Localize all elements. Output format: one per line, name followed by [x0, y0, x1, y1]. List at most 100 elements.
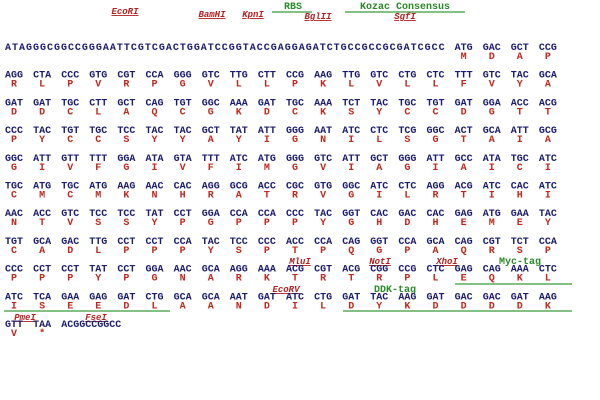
amino-acid: R	[236, 274, 242, 285]
amino-acid: A	[517, 52, 523, 63]
codon: ATC	[483, 182, 501, 193]
amino-acid: E	[95, 301, 101, 312]
codon: TCC	[117, 126, 135, 137]
site-label: BamHI	[198, 10, 226, 20]
amino-acid: R	[208, 191, 214, 202]
codon: TGT	[5, 237, 23, 248]
amino-acid: Y	[320, 218, 326, 229]
amino-acid: T	[348, 274, 354, 285]
codon: CCT	[174, 209, 192, 220]
amino-acid: F	[208, 163, 214, 174]
feature-label: Myc-tag	[499, 257, 541, 268]
amino-acid: A	[208, 274, 214, 285]
amino-acid: Q	[461, 246, 467, 257]
codon: CAG	[483, 265, 501, 276]
codon: ATG	[455, 43, 473, 54]
amino-acid: T	[292, 274, 298, 285]
amino-acid: N	[236, 301, 242, 312]
amino-acid: K	[123, 191, 129, 202]
amino-acid: P	[404, 274, 410, 285]
amino-acid: P	[236, 218, 242, 229]
amino-acid: K	[545, 301, 551, 312]
site-label: MluI	[288, 257, 311, 267]
codon: CCT	[117, 265, 135, 276]
amino-acid: P	[292, 218, 298, 229]
codon: CCT	[61, 265, 79, 276]
amino-acid: C	[432, 107, 438, 118]
amino-acid: L	[39, 80, 45, 91]
amino-acid: T	[461, 135, 467, 146]
codon: TAT	[146, 209, 164, 220]
codon: ATT	[258, 126, 276, 137]
amino-acid: E	[517, 218, 523, 229]
amino-acid: C	[11, 191, 17, 202]
amino-acid: S	[517, 246, 523, 257]
codon: GCA	[174, 292, 192, 303]
codon: GTG	[314, 182, 332, 193]
amino-acid: I	[545, 163, 551, 174]
amino-acid: N	[11, 218, 17, 229]
codon: GGA	[483, 98, 501, 109]
amino-acid: Y	[376, 301, 382, 312]
amino-acid: G	[123, 163, 129, 174]
codon: CCA	[314, 237, 332, 248]
amino-acid: T	[264, 191, 270, 202]
amino-acid: M	[489, 218, 495, 229]
amino-acid: P	[11, 135, 17, 146]
codon: CCC	[61, 71, 79, 82]
amino-acid: A	[208, 135, 214, 146]
codon: CCC	[286, 209, 304, 220]
codon: AAG	[398, 292, 416, 303]
amino-acid: C	[95, 135, 101, 146]
amino-acid: I	[376, 191, 382, 202]
codon: GCT	[370, 154, 388, 165]
codon: CTG	[398, 71, 416, 82]
codon: GAT	[5, 98, 23, 109]
codon: GTC	[370, 71, 388, 82]
amino-acid: Y	[545, 218, 551, 229]
codon: ATC	[230, 154, 248, 165]
amino-acid: D	[348, 301, 354, 312]
amino-acid: G	[348, 218, 354, 229]
amino-acid: N	[320, 135, 326, 146]
amino-acid: P	[180, 246, 186, 257]
amino-acid: R	[320, 274, 326, 285]
amino-acid: I	[489, 163, 495, 174]
amino-acid: I	[545, 191, 551, 202]
codon: AAG	[314, 71, 332, 82]
amino-acid: P	[545, 52, 551, 63]
amino-acid: R	[11, 80, 17, 91]
codon: AAG	[539, 292, 557, 303]
codon: GCT	[117, 98, 135, 109]
codon: CGG	[370, 265, 388, 276]
amino-acid: L	[432, 80, 438, 91]
amino-acid: I	[348, 163, 354, 174]
codon: AAC	[174, 265, 192, 276]
amino-acid: Q	[151, 107, 157, 118]
codon: GAG	[89, 292, 107, 303]
amino-acid: S	[95, 218, 101, 229]
amino-acid: P	[67, 274, 73, 285]
codon: GTA	[174, 154, 192, 165]
codon: CTG	[146, 292, 164, 303]
amino-acid: D	[432, 301, 438, 312]
codon: GCA	[202, 265, 220, 276]
amino-acid: R	[432, 191, 438, 202]
amino-acid: V	[95, 80, 101, 91]
amino-acid: D	[123, 301, 129, 312]
codon: CAC	[427, 209, 445, 220]
amino-acid: C	[67, 135, 73, 146]
codon: GCA	[202, 292, 220, 303]
amino-acid: A	[39, 246, 45, 257]
amino-acid: C	[67, 107, 73, 118]
amino-acid: V	[376, 80, 382, 91]
amino-acid: T	[545, 107, 551, 118]
feature-label: RBS	[284, 2, 302, 13]
amino-acid: G	[208, 107, 214, 118]
codon: TGC	[511, 154, 529, 165]
codon: CCT	[117, 237, 135, 248]
amino-acid: L	[432, 274, 438, 285]
codon: GAT	[117, 292, 135, 303]
amino-acid: A	[432, 246, 438, 257]
codon: TTG	[230, 71, 248, 82]
